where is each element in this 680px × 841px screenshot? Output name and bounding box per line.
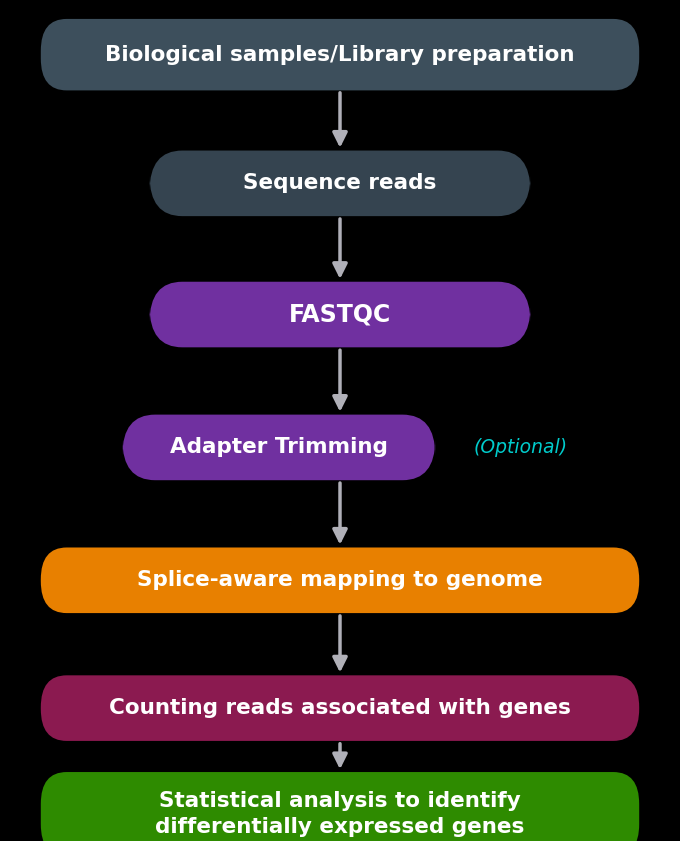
FancyBboxPatch shape bbox=[41, 772, 639, 841]
FancyBboxPatch shape bbox=[150, 151, 530, 216]
Text: FASTQC: FASTQC bbox=[289, 303, 391, 326]
Text: Splice-aware mapping to genome: Splice-aware mapping to genome bbox=[137, 570, 543, 590]
Text: Counting reads associated with genes: Counting reads associated with genes bbox=[109, 698, 571, 718]
FancyBboxPatch shape bbox=[41, 675, 639, 741]
FancyBboxPatch shape bbox=[41, 19, 639, 90]
FancyBboxPatch shape bbox=[41, 547, 639, 613]
Text: Biological samples/Library preparation: Biological samples/Library preparation bbox=[105, 45, 575, 65]
FancyBboxPatch shape bbox=[150, 282, 530, 347]
Text: Statistical analysis to identify
differentially expressed genes: Statistical analysis to identify differe… bbox=[155, 791, 525, 838]
Text: (Optional): (Optional) bbox=[473, 438, 567, 457]
FancyBboxPatch shape bbox=[122, 415, 435, 480]
Text: Sequence reads: Sequence reads bbox=[243, 173, 437, 193]
Text: Adapter Trimming: Adapter Trimming bbox=[170, 437, 388, 458]
